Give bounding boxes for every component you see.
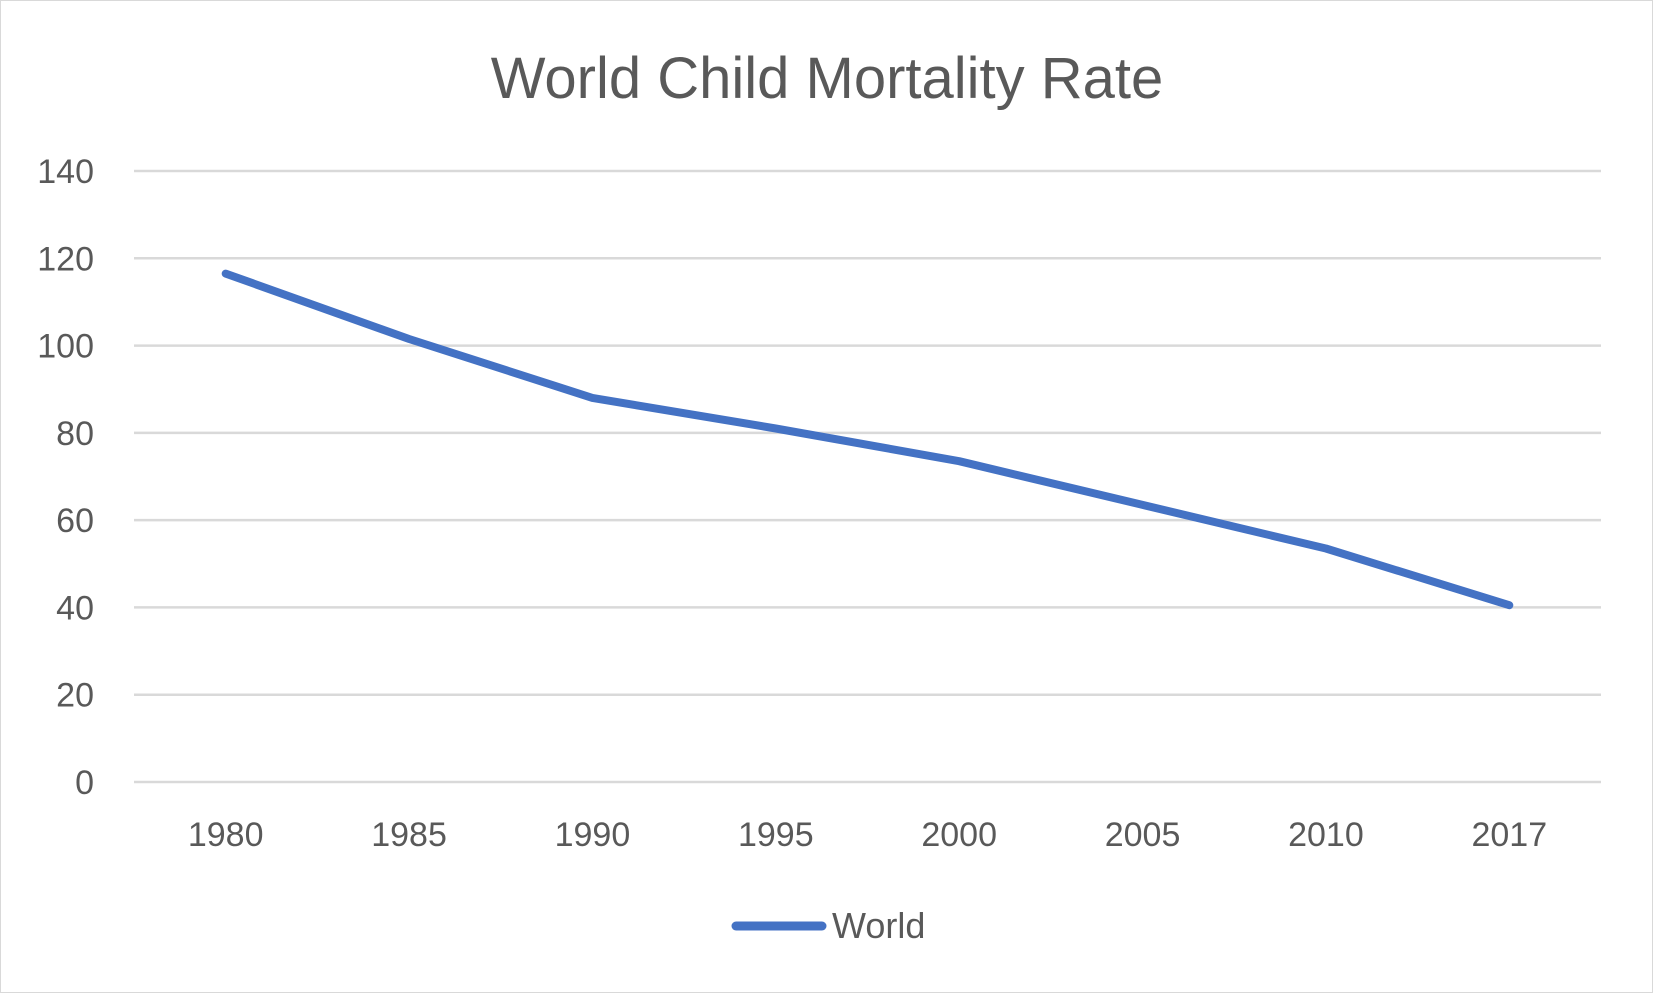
data-point: [1142, 504, 1144, 506]
x-tick-label: 2017: [1471, 816, 1547, 854]
x-tick-label: 2000: [921, 816, 997, 854]
series-line-world: [221, 269, 1514, 610]
data-point: [408, 338, 410, 340]
y-tick-label: 20: [56, 677, 94, 715]
y-tick-label: 140: [37, 153, 94, 191]
y-tick-label: 100: [37, 328, 94, 366]
y-tick-label: 120: [37, 240, 94, 278]
y-tick-label: 80: [56, 415, 94, 453]
data-point: [1325, 548, 1327, 550]
data-point: [591, 397, 593, 399]
legend: World: [731, 905, 925, 946]
data-point: [225, 273, 227, 275]
data-point: [1508, 604, 1510, 606]
data-point: [775, 427, 777, 429]
y-tick-label: 60: [56, 502, 94, 540]
x-tick-label: 2010: [1288, 816, 1364, 854]
legend-label-world: World: [832, 905, 925, 946]
y-tick-label: 0: [75, 764, 94, 802]
y-axis-tick-labels: 0 20 40 60 80 100 120 140: [37, 153, 94, 802]
data-point: [958, 460, 960, 462]
chart-title: World Child Mortality Rate: [491, 46, 1164, 111]
x-tick-label: 1990: [555, 816, 631, 854]
y-tick-label: 40: [56, 589, 94, 627]
x-tick-label: 2005: [1105, 816, 1181, 854]
x-tick-label: 1980: [188, 816, 264, 854]
x-tick-label: 1985: [371, 816, 447, 854]
gridlines: [134, 169, 1601, 784]
series-layer: [221, 269, 1514, 610]
x-axis-tick-labels: 1980 1985 1990 1995 2000 2005 2010 2017: [188, 816, 1547, 854]
x-tick-label: 1995: [738, 816, 814, 854]
